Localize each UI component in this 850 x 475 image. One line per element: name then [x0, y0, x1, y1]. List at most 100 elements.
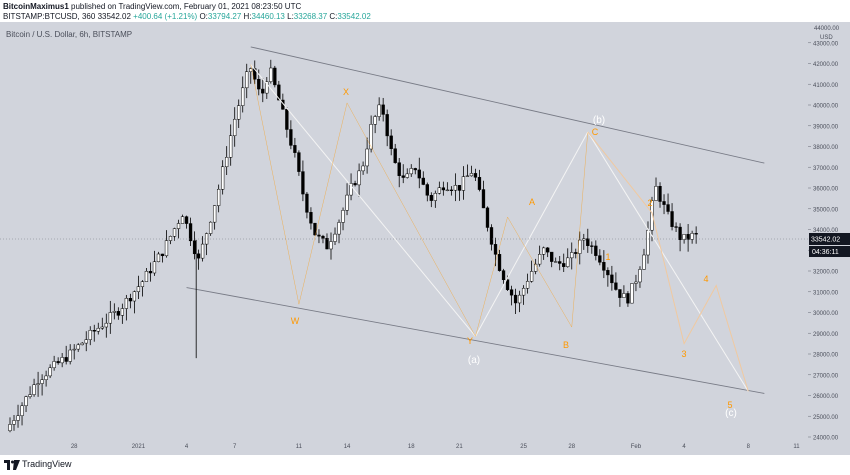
candle-body: [32, 384, 36, 395]
candle-body: [586, 238, 590, 247]
candle-body: [654, 186, 658, 201]
y-tick-label: 37000.00: [813, 166, 839, 172]
candle-body: [554, 261, 558, 263]
candle-body: [401, 175, 405, 178]
high-value: 34460.13: [251, 12, 285, 21]
candle-body: [662, 201, 666, 205]
author-name[interactable]: BitcoinMaximus1: [3, 2, 69, 11]
candle-body: [481, 189, 486, 209]
candle-body: [277, 84, 281, 101]
candle-body: [285, 109, 289, 130]
candle-body: [289, 129, 293, 146]
candle-body: [128, 298, 133, 302]
y-tick-label: 35000.00: [813, 207, 839, 213]
candle-body: [273, 67, 277, 86]
candle-body: [204, 233, 209, 245]
price-chart[interactable]: 43000.00 42000.00 41000.00 40000.00 39000.00…: [0, 22, 850, 455]
candle-body: [160, 253, 165, 257]
candle-body: [24, 396, 28, 407]
candle-body: [84, 339, 88, 344]
candle-body: [357, 170, 361, 186]
candle-body: [505, 279, 510, 290]
candle-body: [184, 216, 189, 224]
candle-body: [12, 420, 16, 425]
y-tick-label: 41000.00: [813, 83, 839, 89]
candle-body: [373, 116, 377, 125]
candle-body: [353, 183, 357, 186]
candle-body: [233, 118, 237, 136]
time-axis[interactable]: [0, 437, 808, 455]
candle-body: [88, 330, 92, 340]
candle-body: [642, 254, 646, 270]
candle-body: [381, 104, 385, 115]
tradingview-icon: [4, 459, 20, 470]
candle-body: [570, 252, 574, 259]
x-tick-label: 8: [747, 444, 751, 450]
open-label: O:: [199, 12, 208, 21]
candle-body: [369, 124, 373, 150]
candle-body: [52, 361, 56, 369]
wave-label: A: [529, 197, 535, 207]
y-tick-label: 38000.00: [813, 145, 839, 151]
candle-body: [148, 271, 153, 274]
x-tick-label: 7: [233, 444, 237, 450]
candle-body: [124, 298, 129, 309]
candle-body: [60, 357, 64, 364]
publish-line: BitcoinMaximus1 published on TradingView…: [3, 2, 301, 11]
y-axis-top-label: 44000.00: [814, 26, 840, 32]
price-change: +400.64 (+1.21%): [133, 12, 198, 21]
low-label: L:: [287, 12, 294, 21]
chart-area[interactable]: 43000.00 42000.00 41000.00 40000.00 39000.00…: [0, 22, 850, 455]
candle-body: [253, 68, 257, 80]
subwave-abc: [475, 131, 589, 337]
wave-line-c: [587, 131, 749, 392]
low-value: 33268.37: [293, 12, 328, 21]
y-tick-label: 25000.00: [813, 415, 839, 421]
candle-body: [529, 271, 534, 282]
wave-line-b: [475, 131, 589, 337]
candle-body: [172, 228, 177, 237]
candle-body: [305, 193, 309, 213]
candle-body: [666, 204, 670, 212]
x-tick-label: Feb: [631, 444, 642, 450]
wave-label: B: [563, 340, 569, 350]
tradingview-logo[interactable]: TradingView: [4, 459, 72, 470]
candle-body: [658, 186, 662, 202]
candle-body: [606, 270, 610, 276]
candle-body: [28, 394, 32, 397]
candle-body: [385, 114, 389, 137]
candle-body: [598, 255, 602, 263]
wave-label: 1: [605, 252, 610, 262]
candle-body: [433, 193, 437, 201]
candle-body: [501, 270, 506, 280]
candle-body: [293, 145, 297, 153]
candle-body: [646, 229, 650, 256]
plot-background: [0, 22, 808, 437]
candle-body: [457, 185, 462, 191]
candle-body: [602, 262, 606, 271]
candle-body: [36, 383, 40, 386]
candle-body: [377, 104, 381, 117]
x-tick-label: 21: [456, 444, 463, 450]
candle-body: [630, 283, 634, 304]
candle-body: [429, 195, 433, 201]
wave-label: 4: [703, 274, 708, 284]
x-tick-label: 28: [568, 444, 575, 450]
x-tick-label: 4: [682, 444, 686, 450]
tradingview-logo-text: TradingView: [22, 459, 72, 469]
candle-body: [208, 221, 213, 234]
x-tick-label: 4: [185, 444, 189, 450]
x-tick-label: 14: [344, 444, 351, 450]
candle-body: [337, 222, 341, 235]
candle-body: [445, 189, 450, 191]
candle-body: [152, 261, 157, 274]
candle-body: [465, 175, 470, 177]
candle-body: [365, 148, 369, 167]
candle-body: [389, 135, 393, 149]
candle-body: [325, 237, 329, 250]
candle-body: [40, 379, 44, 384]
y-tick-label: 40000.00: [813, 104, 839, 110]
candle-body: [136, 286, 141, 292]
x-tick-label: 2021: [132, 444, 146, 450]
y-tick-label: 27000.00: [813, 373, 839, 379]
